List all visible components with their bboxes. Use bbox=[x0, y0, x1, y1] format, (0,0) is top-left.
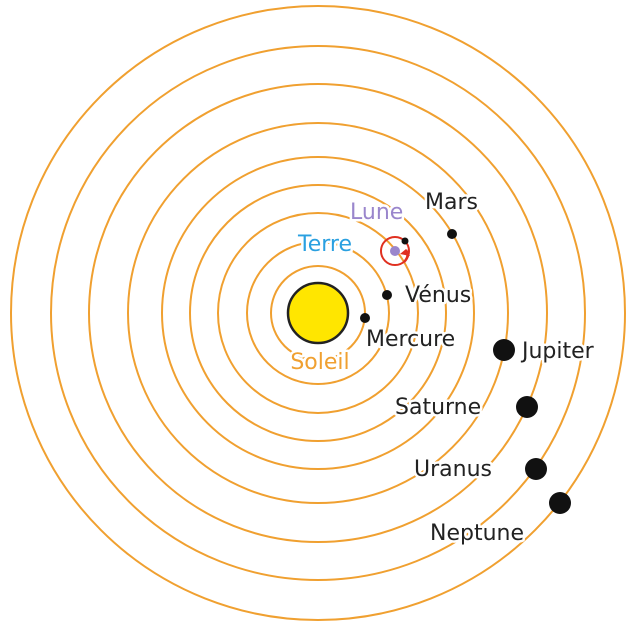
planet-venus bbox=[382, 290, 392, 300]
sun-label: Soleil bbox=[290, 350, 349, 375]
sun bbox=[288, 283, 348, 343]
planet-label: Jupiter bbox=[520, 339, 595, 364]
planet-label: Mars bbox=[425, 190, 478, 215]
solar-system-diagram: Soleil Lune Mercure Vénus Terre Mars Jup… bbox=[0, 0, 630, 624]
planet-label: Vénus bbox=[405, 283, 471, 308]
planet-uranus bbox=[525, 458, 547, 480]
planet-mercury bbox=[360, 313, 370, 323]
planet-label: Terre bbox=[297, 232, 352, 257]
moon-label: Lune bbox=[350, 200, 403, 225]
planet-label: Saturne bbox=[395, 395, 481, 420]
planet-neptune bbox=[549, 492, 571, 514]
planet-mars bbox=[447, 229, 457, 239]
planet-earth bbox=[402, 238, 409, 245]
planet-jupiter bbox=[493, 339, 515, 361]
planet-label: Neptune bbox=[430, 521, 524, 546]
planet-saturn bbox=[516, 396, 538, 418]
moon bbox=[390, 246, 400, 256]
planet-label: Mercure bbox=[366, 327, 455, 352]
planet-label: Uranus bbox=[414, 457, 492, 482]
